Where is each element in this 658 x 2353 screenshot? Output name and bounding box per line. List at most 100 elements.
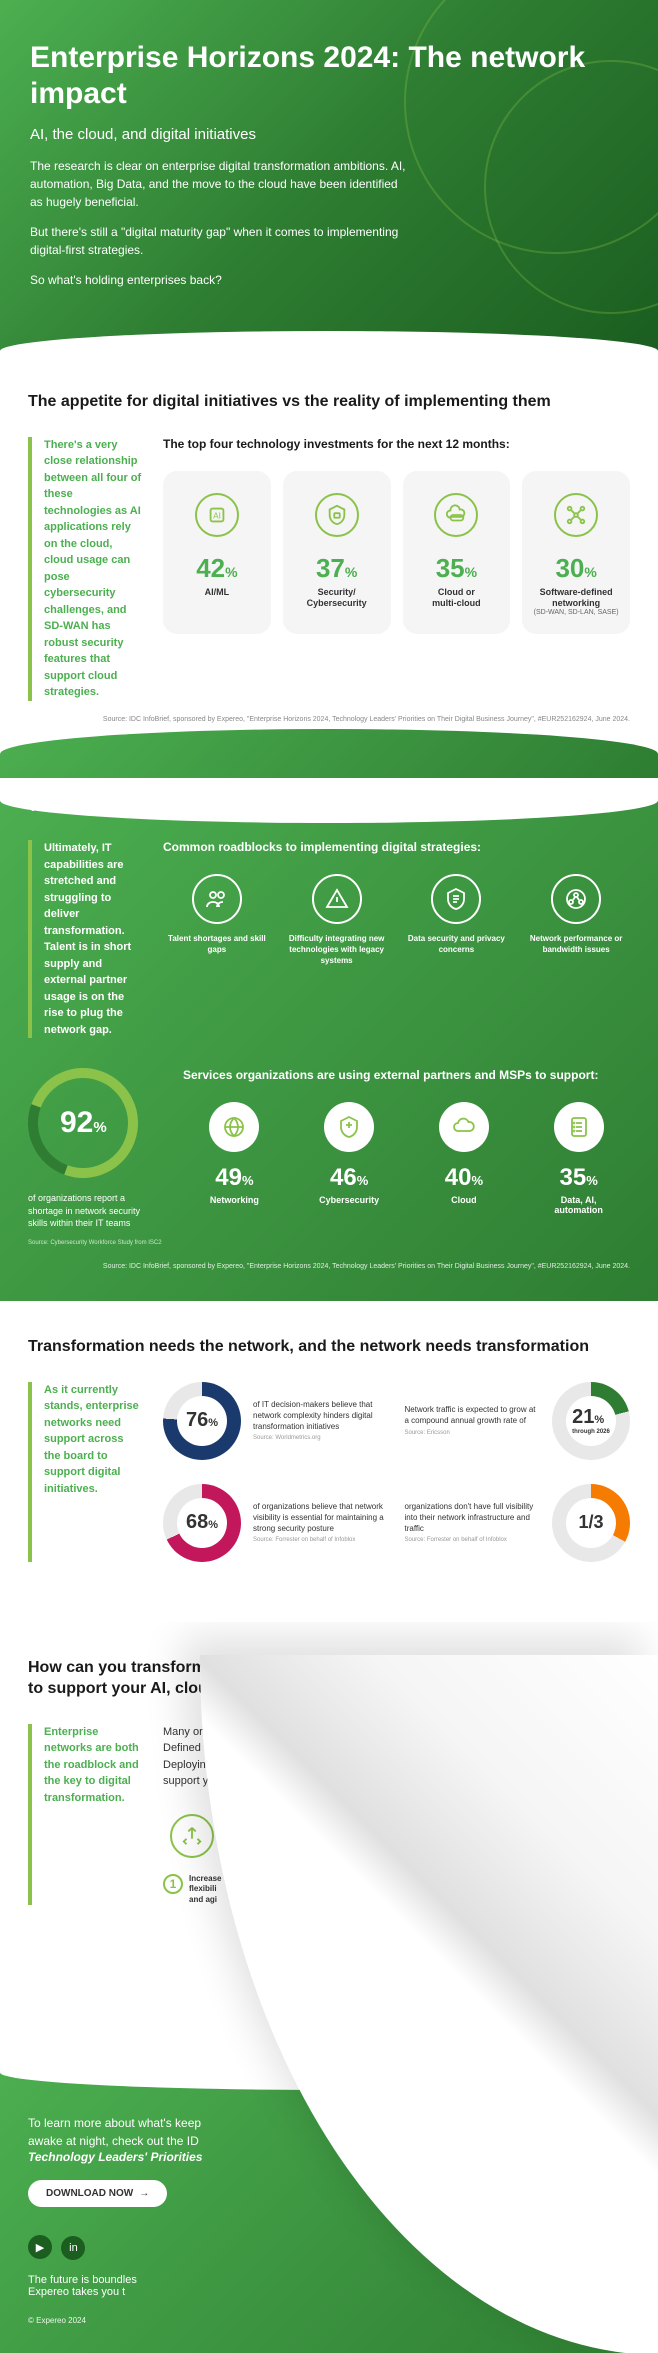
invest-icon [554,493,598,537]
donut-cell: Network traffic is expected to grow at a… [405,1382,631,1460]
service-label: Data, AI,automation [527,1195,630,1215]
service-item: 40% Cloud [413,1102,516,1215]
youtube-icon[interactable]: ▶ [28,2235,52,2259]
roadblock-label: Network performance or bandwidth issues [522,934,630,956]
roadblock-item: Difficulty integrating new technologies … [283,874,391,966]
invest-label: Cloud ormulti-cloud [409,587,505,610]
invest-card: 35% Cloud ormulti-cloud [403,471,511,635]
donut-value: 76% [177,1396,227,1446]
hero: Enterprise Horizons 2024: The network im… [0,0,658,351]
donut-cell: 68% of organizations believe that networ… [163,1484,389,1562]
roadblock-icon [431,874,481,924]
hero-p3: So what's holding enterprises back? [30,271,410,289]
invest-value: 42% [169,553,265,584]
s3-title: Transformation needs the network, and th… [28,1336,630,1358]
s3-donuts: 76% of IT decision-makers believe that n… [163,1382,630,1562]
donut-source: Source: Forrester on behalf of Infoblox [405,1537,541,1543]
wave-divider [0,331,658,371]
roadblock-label: Difficulty integrating new technologies … [283,934,391,966]
s2-title: The roadblocks to digital initiatives ar… [28,798,630,816]
donut-source: Source: Worldmetrics.org [253,1435,389,1441]
service-label: Networking [183,1195,286,1205]
donut-chart: 1/3 [552,1484,630,1562]
s2-services: 49% Networking 46% Cybersecurity 40% Clo… [183,1102,630,1215]
s2-quote: Ultimately, IT capabilities are stretche… [28,840,143,1038]
donut-value: 68% [177,1498,227,1548]
donut-text: of IT decision-makers believe that netwo… [253,1400,389,1432]
section-howto: How can you transform your ne to support… [0,1622,658,2055]
arrows-icon [170,1814,214,1858]
invest-label: AI/ML [169,587,265,598]
invest-value: 30% [528,553,624,584]
donut-text-wrap: Network traffic is expected to grow at a… [405,1405,541,1436]
footer-copy: © Expereo 2024 [28,2316,630,2325]
roadblock-item: Network performance or bandwidth issues [522,874,630,966]
donut-cell: 76% of IT decision-makers believe that n… [163,1382,389,1460]
linkedin-icon[interactable]: in [61,2236,85,2260]
donut-value: 21%through 2026 [566,1396,616,1446]
curl-region: How can you transform your ne to support… [0,1622,658,2353]
service-icon [324,1102,374,1152]
service-item: 49% Networking [183,1102,286,1215]
step-1-label: Increase flexibili and agi [189,1874,221,1905]
roadblock-icon [551,874,601,924]
donut-source: Source: Forrester on behalf of Infoblox [253,1537,389,1543]
hero-title: Enterprise Horizons 2024: The network im… [30,40,628,112]
service-icon [439,1102,489,1152]
service-item: 46% Cybersecurity [298,1102,401,1215]
arrow-right-icon: → [139,2188,149,2199]
service-value: 40% [413,1164,516,1192]
service-label: Cloud [413,1195,516,1205]
donut-chart: 68% [163,1484,241,1562]
invest-icon: AI [195,493,239,537]
service-icon [554,1102,604,1152]
hero-subtitle: AI, the cloud, and digital initiatives [30,126,628,143]
invest-sub: (SD-WAN, SD-LAN, SASE) [528,609,624,616]
download-button[interactable]: DOWNLOAD NOW → [28,2180,167,2207]
divider [0,729,658,779]
s1-source: Source: IDC InfoBrief, sponsored by Expe… [28,715,630,724]
s2-roadblock-grid: Talent shortages and skill gaps Difficul… [163,874,630,966]
hero-p1: The research is clear on enterprise digi… [30,157,410,211]
invest-card: 30% Software-definednetworking (SD-WAN, … [522,471,630,635]
roadblock-icon [312,874,362,924]
footer: To learn more about what's keep awake at… [0,2055,658,2353]
invest-icon [434,493,478,537]
roadblock-icon [192,874,242,924]
s4-title: How can you transform your ne to support… [28,1657,630,1700]
donut-chart: 76% [163,1382,241,1460]
step-1-number: 1 [163,1874,183,1894]
donut-92: 92% [10,1050,156,1196]
service-value: 35% [527,1164,630,1192]
footer-learn2: Technology Leaders' Priorities [28,2150,630,2164]
donut-source: Source: Ericsson [405,1430,541,1436]
donut-text: Network traffic is expected to grow at a… [405,1405,541,1427]
s3-quote: As it currently stands, enterprise netwo… [28,1382,143,1562]
invest-icon [315,493,359,537]
donut-text: organizations don't have full visibility… [405,1502,541,1534]
invest-label: Software-definednetworking [528,587,624,610]
invest-card: 37% Security/Cybersecurity [283,471,391,635]
footer-tagline: The future is boundles Expereo takes you… [28,2274,630,2298]
s1-invest-grid: AI 42% AI/ML 37% Security/Cybersecurity … [163,471,630,635]
service-label: Cybersecurity [298,1195,401,1205]
service-value: 49% [183,1164,286,1192]
hero-p2: But there's still a "digital maturity ga… [30,223,410,259]
service-icon [209,1102,259,1152]
invest-label: Security/Cybersecurity [289,587,385,610]
section-roadblocks: The roadblocks to digital initiatives ar… [0,778,658,1301]
s2-subhead1: Common roadblocks to implementing digita… [163,840,630,854]
s2-subhead2: Services organizations are using externa… [183,1068,630,1082]
s4-intro: Many organizatio Defined Network Deployi… [163,1724,630,1790]
s4-quote: Enterprise networks are both the roadblo… [28,1724,143,1905]
roadblock-item: Talent shortages and skill gaps [163,874,271,966]
roadblock-item: Data security and privacy concerns [403,874,511,966]
footer-learn: To learn more about what's keep awake at… [28,2114,630,2150]
donut-chart: 21%through 2026 [552,1382,630,1460]
s1-subhead: The top four technology investments for … [163,437,630,451]
s2-source: Source: IDC InfoBrief, sponsored by Expe… [28,1262,630,1271]
roadblock-label: Talent shortages and skill gaps [163,934,271,956]
section-appetite: The appetite for digital initiatives vs … [0,371,658,754]
service-value: 46% [298,1164,401,1192]
donut-text-wrap: of IT decision-makers believe that netwo… [253,1400,389,1441]
